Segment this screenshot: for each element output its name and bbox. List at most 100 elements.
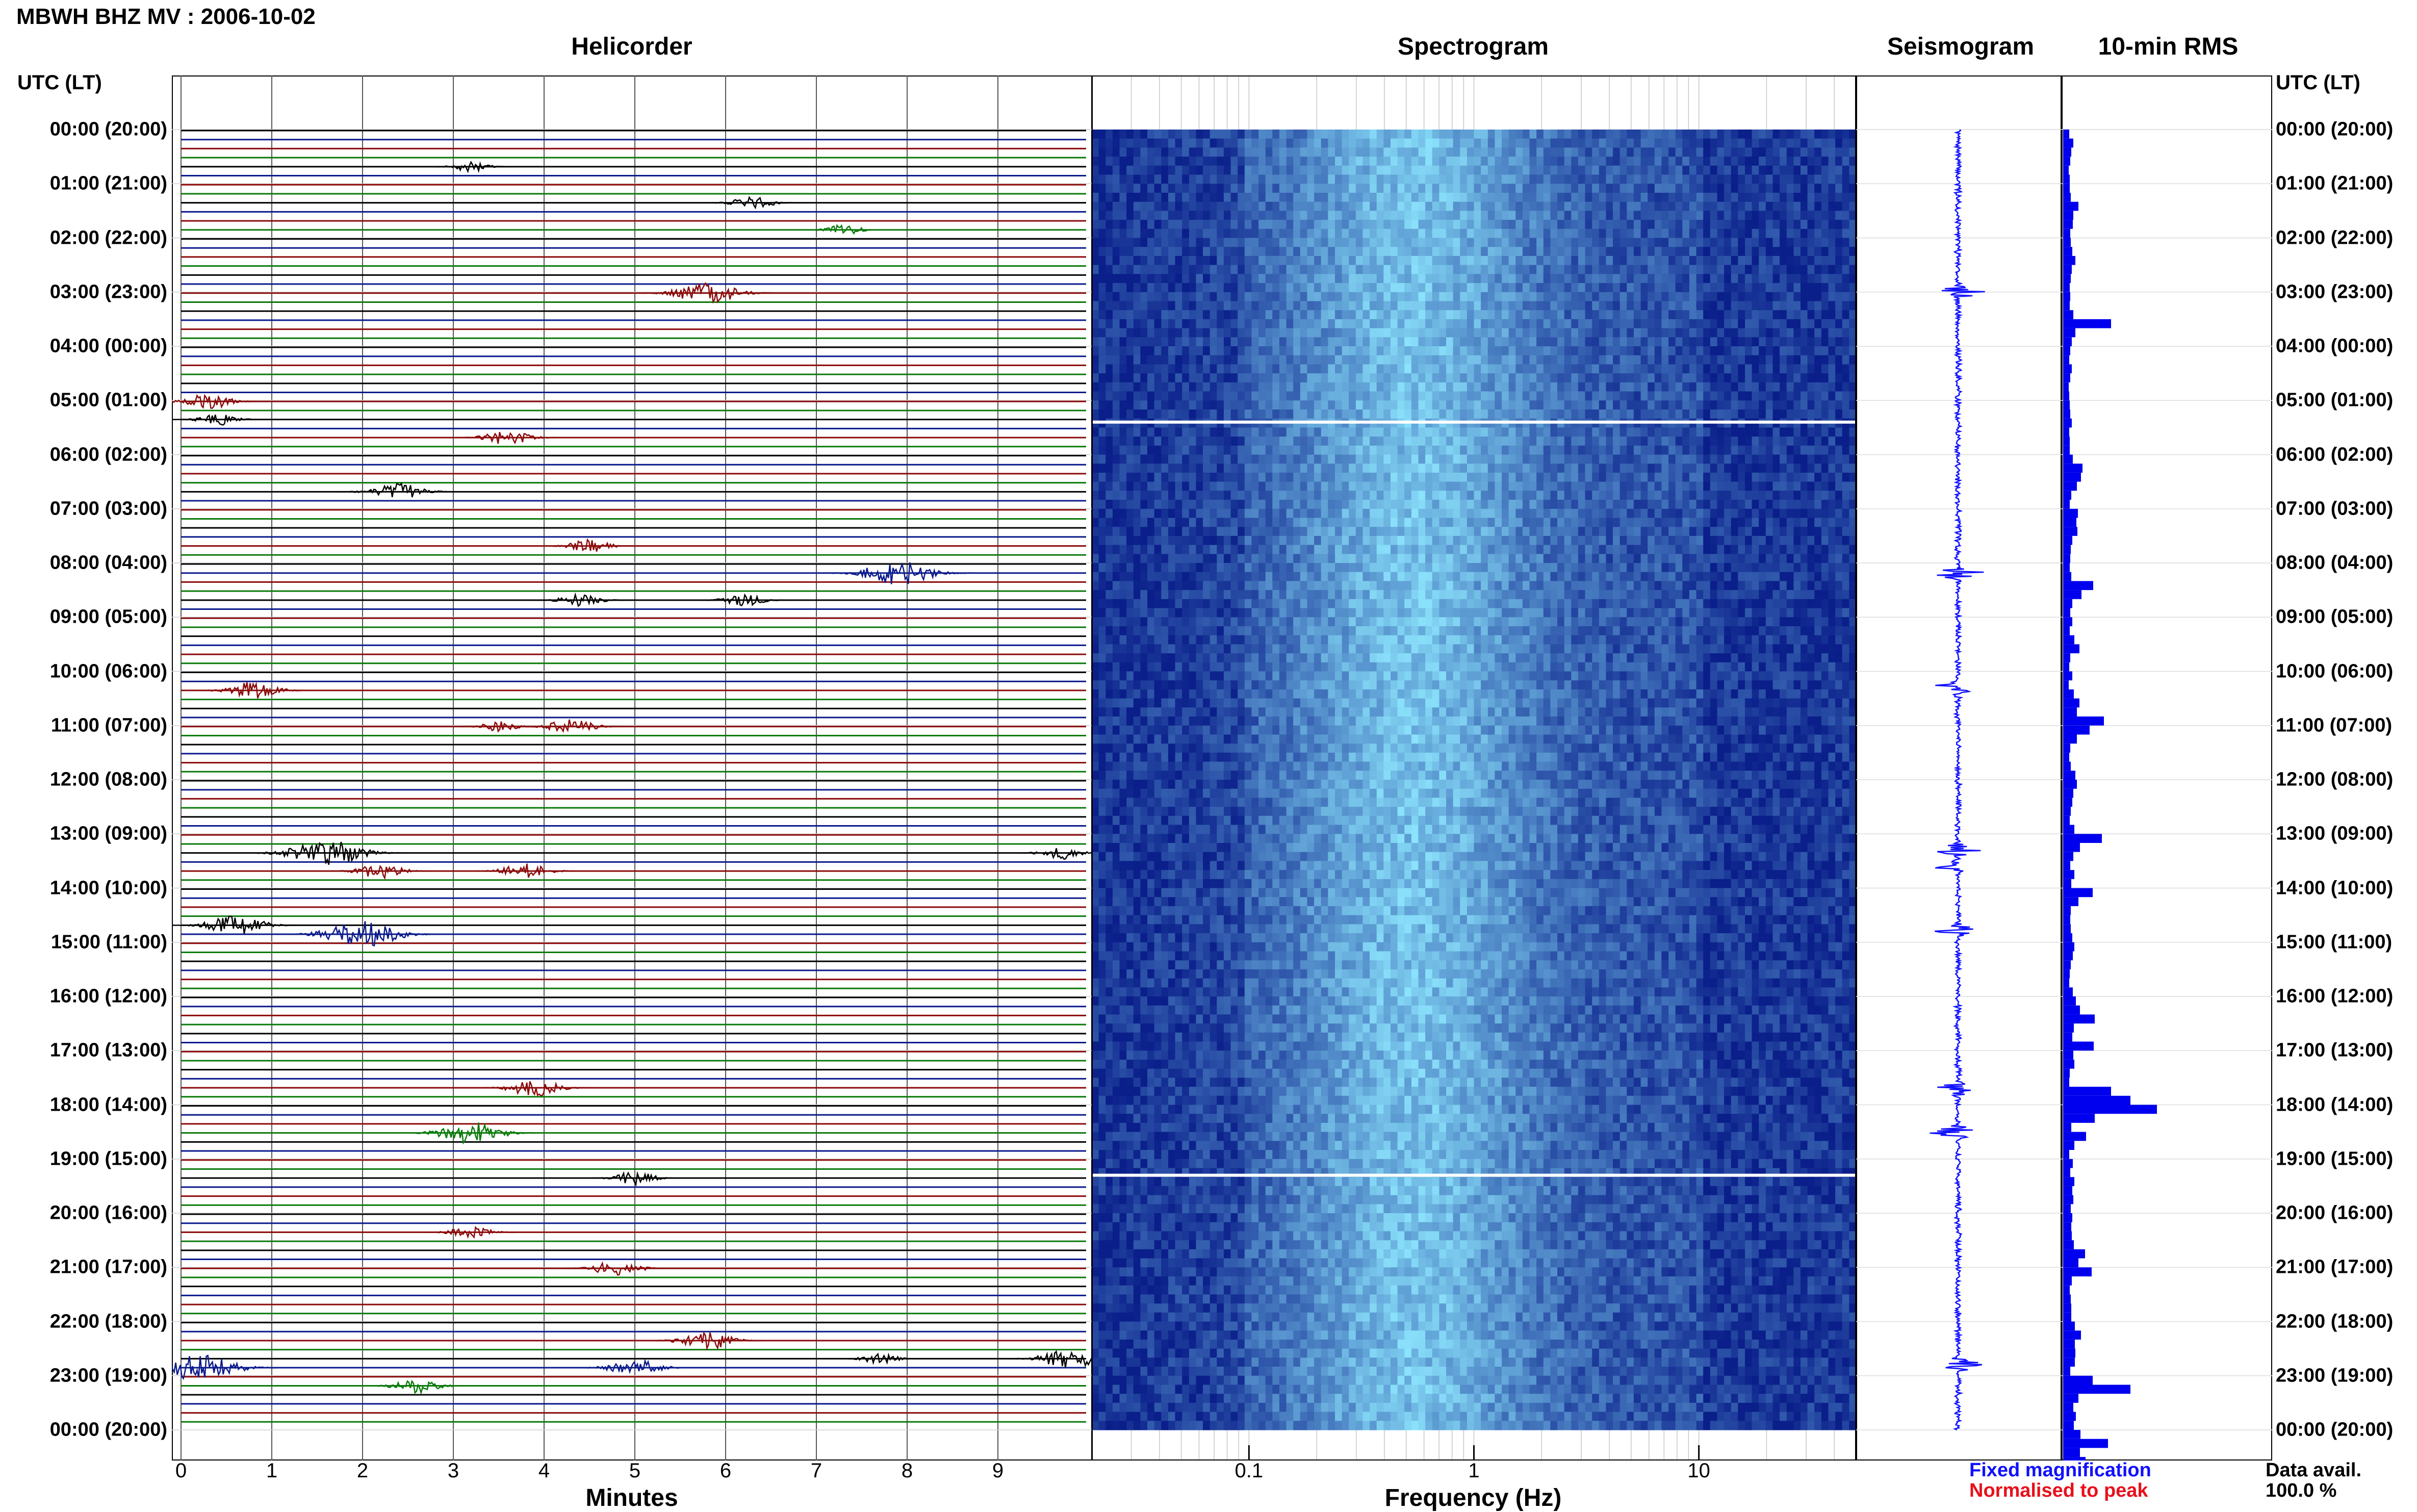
- spectrogram-cell: [1801, 319, 1808, 328]
- spectrogram-cell: [1620, 319, 1627, 328]
- spectrogram-cell: [1676, 211, 1683, 220]
- spectrogram-cell: [1530, 355, 1537, 365]
- spectrogram-cell: [1724, 166, 1731, 175]
- spectrogram-cell: [1467, 220, 1474, 229]
- spectrogram-cell: [1592, 409, 1599, 419]
- spectrogram-cell: [1168, 337, 1175, 346]
- spectrogram-cell: [1189, 202, 1196, 211]
- spectrogram-cell: [1745, 292, 1752, 301]
- spectrogram-cell: [1606, 509, 1613, 518]
- spectrogram-cell: [1398, 292, 1405, 301]
- spectrogram-cell: [1502, 220, 1509, 229]
- spectrogram-cell: [1731, 491, 1738, 500]
- spectrogram-cell: [1266, 464, 1273, 473]
- spectrogram-cell: [1578, 482, 1585, 491]
- spectrogram-cell: [1377, 229, 1384, 238]
- spectrogram-cell: [1266, 265, 1273, 274]
- spectrogram-cell: [1515, 238, 1523, 247]
- spectrogram-cell: [1502, 509, 1509, 518]
- spectrogram-cell: [1210, 355, 1217, 365]
- spectrogram-cell: [1161, 247, 1168, 256]
- spectrogram-cell: [1557, 175, 1564, 184]
- spectrogram-cell: [1245, 265, 1252, 274]
- spectrogram-cell: [1314, 220, 1321, 229]
- spectrogram-cell: [1515, 455, 1523, 464]
- spectrogram-cell: [1293, 473, 1300, 482]
- spectrogram-cell: [1266, 301, 1273, 311]
- spectrogram-cell: [1092, 328, 1099, 338]
- spectrogram-cell: [1599, 319, 1606, 328]
- spectrogram-cell: [1300, 400, 1307, 409]
- spectrogram-cell: [1759, 211, 1766, 220]
- spectrogram-cell: [1245, 193, 1252, 202]
- spectrogram-cell: [1578, 509, 1585, 518]
- spectrogram-cell: [1842, 130, 1849, 139]
- spectrogram-cell: [1391, 202, 1398, 211]
- spectrogram-cell: [1703, 157, 1710, 166]
- spectrogram-cell: [1759, 202, 1766, 211]
- spectrogram-cell: [1793, 157, 1801, 166]
- spectrogram-cell: [1550, 437, 1557, 446]
- spectrogram-cell: [1272, 427, 1279, 437]
- spectrogram-cell: [1759, 247, 1766, 256]
- spectrogram-cell: [1544, 409, 1551, 419]
- spectrogram-cell: [1814, 130, 1821, 139]
- spectrogram-cell: [1231, 157, 1238, 166]
- spectrogram-cell: [1661, 229, 1668, 238]
- spectrogram-cell: [1411, 464, 1419, 473]
- spectrogram-cell: [1314, 482, 1321, 491]
- spectrogram-cell: [1842, 229, 1849, 238]
- spectrogram-cell: [1196, 166, 1203, 175]
- spectrogram-cell: [1620, 175, 1627, 184]
- spectrogram-cell: [1488, 301, 1495, 311]
- time-label-left: 17:00 (13:00): [50, 1040, 167, 1062]
- spectrogram-cell: [1370, 328, 1377, 338]
- spectrogram-cell: [1161, 491, 1168, 500]
- spectrogram-cell: [1251, 274, 1258, 283]
- spectrogram-cell: [1182, 301, 1189, 311]
- spectrogram-cell: [1696, 247, 1704, 256]
- spectrogram-cell: [1134, 491, 1141, 500]
- spectrogram-cell: [1599, 247, 1606, 256]
- spectrogram-cell: [1391, 455, 1398, 464]
- spectrogram-cell: [1377, 355, 1384, 365]
- spectrogram-cell: [1453, 175, 1460, 184]
- spectrogram-cell: [1356, 157, 1363, 166]
- spectrogram-cell: [1356, 202, 1363, 211]
- spectrogram-cell: [1335, 175, 1342, 184]
- spectrogram-cell: [1689, 184, 1696, 193]
- spectrogram-cell: [1773, 202, 1780, 211]
- spectrogram-cell: [1245, 319, 1252, 328]
- spectrogram-cell: [1648, 427, 1655, 437]
- spectrogram-cell: [1363, 310, 1370, 319]
- spectrogram-cell: [1217, 202, 1224, 211]
- spectrogram-cell: [1398, 373, 1405, 382]
- spectrogram-cell: [1314, 147, 1321, 157]
- spectrogram-cell: [1251, 229, 1258, 238]
- spectrogram-cell: [1829, 292, 1836, 301]
- spectrogram-cell: [1703, 392, 1710, 401]
- spectrogram-cell: [1773, 482, 1780, 491]
- spectrogram-cell: [1258, 409, 1266, 419]
- spectrogram-cell: [1349, 265, 1356, 274]
- spectrogram-cell: [1793, 373, 1801, 382]
- spectrogram-cell: [1238, 283, 1245, 292]
- spectrogram-cell: [1661, 382, 1668, 392]
- spectrogram-cell: [1523, 229, 1530, 238]
- spectrogram-cell: [1724, 437, 1731, 446]
- spectrogram-cell: [1620, 292, 1627, 301]
- spectrogram-cell: [1105, 139, 1113, 148]
- spectrogram-cell: [1425, 301, 1432, 311]
- spectrogram-cell: [1147, 328, 1154, 338]
- time-label-left: 11:00 (07:00): [51, 714, 167, 736]
- spectrogram-cell: [1105, 229, 1113, 238]
- spectrogram-cell: [1251, 373, 1258, 382]
- spectrogram-cell: [1203, 175, 1210, 184]
- spectrogram-cell: [1801, 310, 1808, 319]
- spectrogram-cell: [1550, 427, 1557, 437]
- spectrogram-cell: [1460, 202, 1467, 211]
- spectrogram-cell: [1571, 130, 1578, 139]
- spectrogram-cell: [1585, 455, 1592, 464]
- spectrogram-cell: [1787, 473, 1794, 482]
- spectrogram-cell: [1196, 346, 1203, 355]
